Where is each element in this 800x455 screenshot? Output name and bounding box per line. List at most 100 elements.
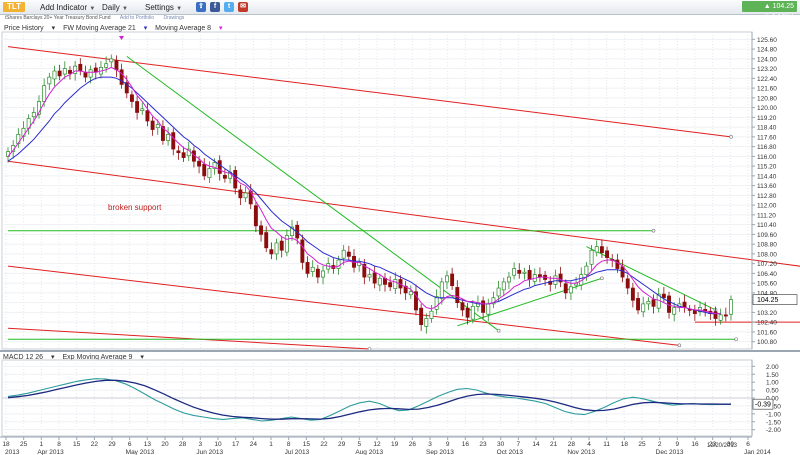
legend-price-history[interactable]: Price History ▾ [4, 25, 56, 32]
candle-body [563, 283, 568, 294]
period-select[interactable]: Daily ▼ [102, 3, 128, 12]
price-tick-label: 102.40 [757, 320, 777, 327]
candle-body [284, 235, 289, 253]
add-portfolio-link[interactable]: Add to Portfolio [119, 15, 155, 21]
date-axis: 18 25 1 8 15 22 29 6 13 20 28 3 10 17 24 1 8 15 22 29 5 12 19 2… [0, 436, 771, 455]
month-label: Jan 2014 [744, 449, 771, 455]
macd-tick-label: -0.50 [766, 403, 781, 410]
candle-body [243, 192, 248, 199]
candle-body [434, 296, 439, 310]
date-tick-label: 4 [587, 441, 591, 448]
date-tick-label: 9 [446, 441, 450, 448]
candle-body [150, 120, 155, 130]
legend-price-history-label: Price History [4, 25, 44, 32]
legend-macd[interactable]: MACD 12 26 ▾ [3, 354, 55, 361]
date-tick-label: 30 [727, 441, 735, 448]
date-tick-label: 6 [128, 441, 132, 448]
line-handle [651, 228, 656, 233]
legend-ma8[interactable]: Moving Average 8 ▾ [155, 25, 223, 32]
price-tick-label: 105.60 [757, 281, 777, 288]
candle-body [594, 246, 599, 253]
legend-ema9-label: Exp Moving Average 9 [62, 354, 133, 361]
candle-body [512, 268, 517, 276]
candle-body [486, 303, 491, 315]
candle-body [496, 287, 501, 297]
macd-tick-label: 2.00 [766, 364, 779, 371]
date-tick-label: 30 [497, 441, 505, 448]
price-tick-label: 120.00 [757, 105, 777, 112]
period-label: Daily [102, 3, 120, 12]
add-indicator-button[interactable]: Add Indicator ▼ [40, 3, 95, 12]
date-tick-label: 10 [214, 441, 222, 448]
trend-lines [7, 46, 800, 351]
date-tick-label: 19 [391, 441, 399, 448]
candle-body [362, 263, 367, 278]
price-tick-label: 112.00 [757, 203, 777, 210]
candle-body [605, 250, 610, 258]
candle-body [238, 189, 243, 199]
share-icon[interactable]: ⇪ [196, 2, 206, 12]
month-label: 2013 [5, 449, 20, 455]
candle-body [367, 274, 372, 278]
legend-ma21-label: FW Moving Average 21 [63, 25, 136, 32]
chart-overlay: broken support [108, 36, 162, 212]
price-axis: 125.60 124.80 124.00 123.20 122.40 121.60 120.… [751, 32, 798, 349]
candle-body [419, 307, 424, 325]
date-tick-label: 28 [179, 441, 187, 448]
add-indicator-label: Add Indicator [40, 3, 88, 12]
twitter-icon[interactable]: t [224, 2, 234, 12]
date-tick-label: 12 [373, 441, 381, 448]
facebook-icon[interactable]: f [210, 2, 220, 12]
candle-body [222, 174, 227, 179]
date-tick-label: 18 [621, 441, 629, 448]
date-tick-label: 3 [199, 441, 203, 448]
month-label: Jun 2013 [196, 449, 223, 455]
candle-body [202, 163, 207, 177]
candle-body [181, 152, 186, 158]
settings-button[interactable]: Settings ▼ [145, 3, 182, 12]
candle-body [429, 310, 434, 319]
price-tick-label: 104.80 [757, 290, 777, 297]
candle-body [393, 279, 398, 289]
candle-body [269, 249, 274, 255]
date-tick-label: 20 [161, 441, 169, 448]
candle-body [140, 108, 145, 111]
candle-body [682, 301, 687, 308]
month-label: Jul 2013 [285, 449, 310, 455]
date-tick-label: 24 [250, 441, 258, 448]
candle-body [37, 101, 41, 115]
candle-body [124, 82, 129, 94]
macd-tick-label: -1.50 [766, 419, 781, 426]
line-handle [496, 328, 501, 333]
month-label: Sep 2013 [426, 449, 454, 455]
date-tick-label: 25 [20, 441, 28, 448]
candle-body [155, 124, 160, 129]
candle-body [346, 251, 351, 257]
ticker-symbol[interactable]: TLT [3, 2, 25, 12]
trend-line [457, 277, 603, 327]
candle-body [109, 58, 114, 63]
candle-body [83, 72, 88, 78]
legend-ema9[interactable]: Exp Moving Average 9 ▾ [62, 354, 144, 361]
candle-body [445, 275, 449, 283]
price-tick-label: 106.40 [757, 271, 777, 278]
candle-body [470, 305, 475, 320]
date-tick-label: 15 [303, 441, 311, 448]
candle-body [568, 286, 573, 294]
drawings-link[interactable]: Drawings [163, 15, 185, 21]
macd-lines [7, 378, 732, 422]
email-icon[interactable]: ✉ [238, 2, 248, 12]
channel-line [7, 327, 370, 350]
price-tick-label: 116.00 [757, 154, 777, 161]
date-tick-label: 1 [269, 441, 273, 448]
price-tick-label: 118.40 [757, 125, 777, 132]
candle-body [630, 287, 635, 301]
date-tick-label: 29 [108, 441, 116, 448]
month-label: May 2013 [126, 449, 155, 455]
broken-support-annotation: broken support [108, 203, 162, 212]
legend-ma21[interactable]: FW Moving Average 21 ▾ [63, 25, 148, 32]
chevron-down-icon: ▼ [89, 6, 96, 12]
candle-body [264, 232, 269, 249]
date-tick-label: 29 [338, 441, 346, 448]
